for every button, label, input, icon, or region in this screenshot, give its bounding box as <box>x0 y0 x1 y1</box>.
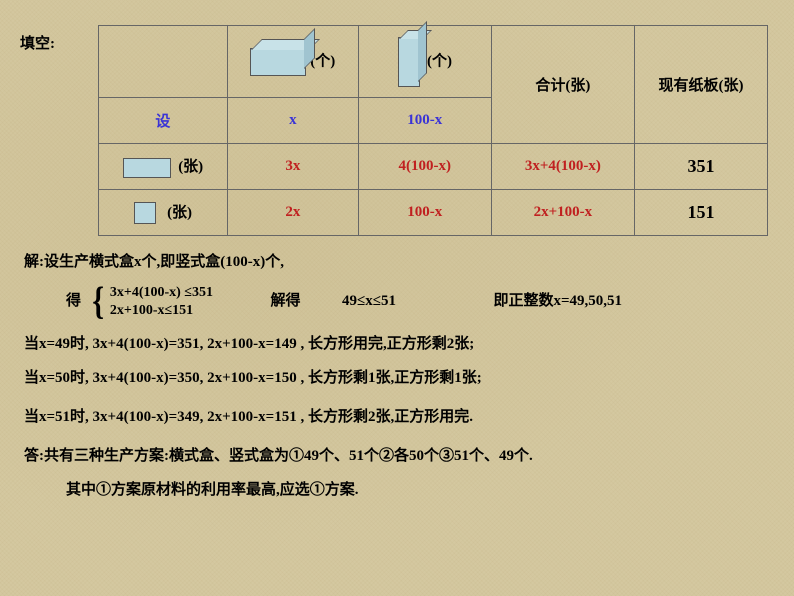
rect-icon <box>123 158 171 178</box>
solution-line-1: 解:设生产横式盒x个,即竖式盒(100-x)个, <box>24 250 774 271</box>
solution-line-3: 当x=49时, 3x+4(100-x)=351, 2x+100-x=149 , … <box>24 332 774 353</box>
cell-3x: 3x <box>227 144 358 190</box>
solution-line-7: 其中①方案原材料的利用率最高,应选①方案. <box>66 478 774 499</box>
header-horizontal-box: (个) <box>227 26 358 98</box>
square-icon <box>134 202 156 224</box>
range-x: 49≤x≤51 <box>342 293 396 309</box>
word-jiede: 解得 <box>271 293 301 309</box>
cell-sum-sq: 2x+100-x <box>491 190 634 236</box>
data-table: (个) (个) 合计(张) 现有纸板(张) 设 x 100-x (张) 3x 4… <box>98 25 768 236</box>
system-inequalities: 3x+4(100-x) ≤351 2x+100-x≤151 <box>110 284 213 319</box>
solution-line-5: 当x=51时, 3x+4(100-x)=349, 2x+100-x=151 , … <box>24 405 774 426</box>
unit-label: (个) <box>427 53 452 69</box>
empty-cell <box>99 26 228 98</box>
solution-line-4: 当x=50时, 3x+4(100-x)=350, 2x+100-x=150 , … <box>24 366 774 387</box>
cell-x: x <box>227 98 358 144</box>
unit-label: (张) <box>167 205 192 221</box>
word-de: 得 <box>66 293 81 309</box>
row-label-rect: (张) <box>99 144 228 190</box>
header-vertical-box: (个) <box>358 26 491 98</box>
ineq-1: 3x+4(100-x) ≤351 <box>110 284 213 302</box>
solution-line-2: 得 { 3x+4(100-x) ≤351 2x+100-x≤151 解得 49≤… <box>66 284 774 319</box>
unit-label: (张) <box>178 159 203 175</box>
cell-351: 351 <box>634 144 767 190</box>
row-label-sq: (张) <box>99 190 228 236</box>
row-label-set: 设 <box>99 98 228 144</box>
cell-4-100-x: 4(100-x) <box>358 144 491 190</box>
vertical-box-icon <box>398 37 420 87</box>
cell-sum-rect: 3x+4(100-x) <box>491 144 634 190</box>
solution-line-6: 答:共有三种生产方案:横式盒、竖式盒为①49个、51个②各50个③51个、49个… <box>24 444 774 465</box>
int-solutions: 即正整数x=49,50,51 <box>493 293 622 309</box>
solution-block: 解:设生产横式盒x个,即竖式盒(100-x)个, 得 { 3x+4(100-x)… <box>24 250 774 512</box>
ineq-2: 2x+100-x≤151 <box>110 302 213 320</box>
horizontal-box-icon <box>250 48 306 76</box>
cell-100-x-b: 100-x <box>358 190 491 236</box>
cell-100-x: 100-x <box>358 98 491 144</box>
fill-blank-title: 填空: <box>20 32 55 53</box>
cell-2x: 2x <box>227 190 358 236</box>
header-total: 合计(张) <box>491 26 634 144</box>
brace-icon: { <box>92 279 104 323</box>
cell-151: 151 <box>634 190 767 236</box>
header-stock: 现有纸板(张) <box>634 26 767 144</box>
